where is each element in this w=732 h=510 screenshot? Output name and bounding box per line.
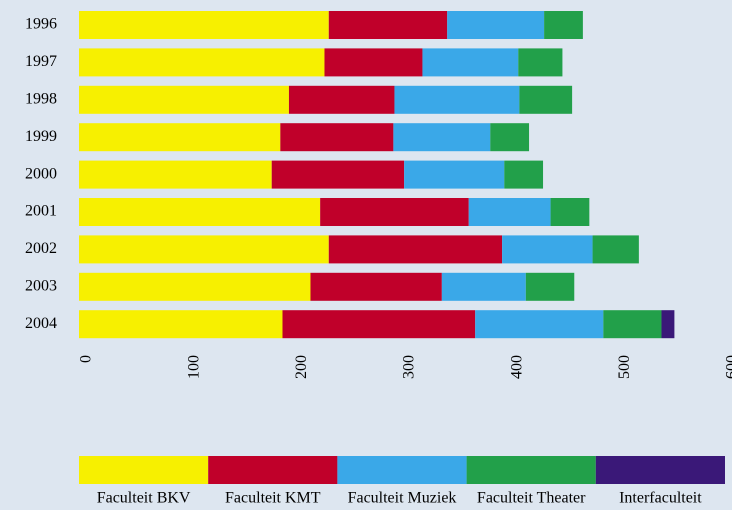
bar-segment: [447, 11, 545, 39]
x-tick-label: 0: [78, 355, 95, 363]
bar-segment: [393, 123, 491, 152]
y-tick-label: 1997: [25, 53, 57, 70]
legend-label: Faculteit Muziek: [348, 490, 457, 507]
bar-segment: [592, 235, 639, 264]
legend-swatch: [208, 456, 338, 484]
bar-segment: [394, 85, 520, 114]
y-tick-label: 2001: [25, 203, 57, 220]
y-tick-label: 1999: [25, 128, 57, 145]
bar-segment: [404, 160, 505, 189]
bar-segment: [79, 272, 311, 301]
legend-label: Faculteit Theater: [477, 490, 586, 507]
x-tick-label: 200: [293, 355, 310, 379]
bar-segment: [79, 198, 321, 226]
bar-segment: [324, 48, 423, 77]
legend-swatch: [79, 456, 209, 484]
bar-segment: [79, 123, 281, 152]
bar-segment: [544, 11, 583, 39]
bar-segment: [310, 272, 442, 301]
bar-segment: [79, 160, 272, 189]
x-tick-label: 300: [401, 355, 418, 379]
bar-segment: [288, 85, 395, 114]
x-tick-label: 600: [724, 355, 732, 379]
bar-segment: [550, 198, 590, 226]
y-tick-label: 2004: [25, 315, 57, 332]
bar-segment: [603, 310, 662, 339]
legend-label: Faculteit BKV: [97, 490, 191, 507]
legend-swatch: [337, 456, 467, 484]
bar-segment: [468, 198, 551, 226]
bar-segment: [525, 272, 575, 301]
bar-segment: [504, 160, 544, 189]
bar-segment: [475, 310, 604, 339]
bar-segment: [280, 123, 394, 152]
legend-swatch: [595, 456, 725, 484]
bar-segment: [79, 11, 329, 39]
legend-label: Interfaculteit: [619, 490, 702, 507]
x-tick-label: 500: [616, 355, 633, 379]
bar-segment: [441, 272, 526, 301]
bar-segment: [502, 235, 593, 264]
bar-segment: [422, 48, 519, 77]
bar-segment: [79, 48, 325, 77]
bar-segment: [519, 85, 573, 114]
bar-segment: [79, 235, 329, 264]
legend-swatch: [466, 456, 596, 484]
bar-segment: [79, 85, 289, 114]
x-tick-label: 100: [185, 355, 202, 379]
bar-segment: [282, 310, 476, 339]
y-tick-label: 1996: [25, 16, 57, 33]
legend-label: Faculteit KMT: [225, 490, 321, 507]
bar-segment: [490, 123, 530, 152]
bar-segment: [518, 48, 563, 77]
x-tick-label: 400: [508, 355, 525, 379]
y-tick-label: 2003: [25, 277, 57, 294]
bar-segment: [271, 160, 405, 189]
bar-segment: [661, 310, 675, 339]
bar-segment: [320, 198, 469, 226]
bar-segment: [79, 310, 283, 339]
y-tick-label: 1998: [25, 90, 57, 107]
y-tick-label: 2002: [25, 240, 57, 257]
bar-segment: [328, 11, 448, 39]
bar-segment: [328, 235, 503, 264]
y-tick-label: 2000: [25, 165, 57, 182]
